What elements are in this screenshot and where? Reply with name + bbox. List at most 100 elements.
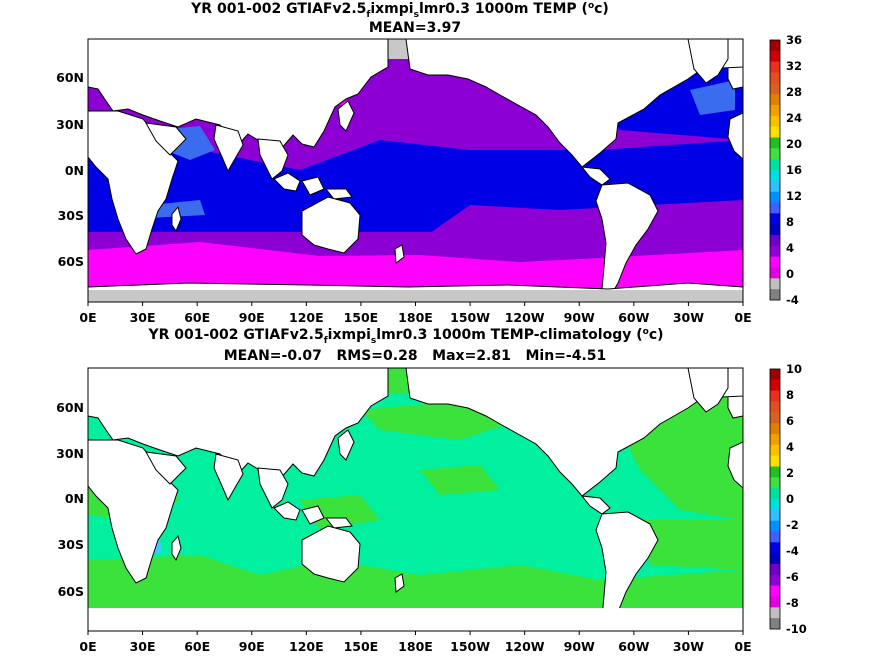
top-colorbar-swatch <box>770 137 780 149</box>
top-lat-label: 0N <box>65 163 84 178</box>
bottom-lon-label: 150W <box>450 639 490 654</box>
bottom-colorbar-swatch <box>770 423 780 435</box>
bottom-colorbar-swatch <box>770 369 780 381</box>
bottom-stats: MEAN=-0.07 RMS=0.28 Max=2.81 Min=-4.51 <box>224 348 607 364</box>
bottom-lat-label: 60N <box>56 400 84 415</box>
bottom-colorbar-swatch <box>770 379 780 391</box>
top-colorbar: 36 32 28 24 20 16 12 8 4 0 -4 <box>769 33 802 307</box>
bottom-colorbar-label: 8 <box>786 388 794 402</box>
bottom-colorbar-swatch <box>770 434 780 446</box>
bottom-lon-label: 30W <box>673 639 704 654</box>
top-lat-axis: 60N 30N 0N 30S 60S <box>56 70 84 269</box>
bottom-map <box>88 368 743 631</box>
top-southern-magenta <box>88 242 743 290</box>
top-lon-label: 150W <box>450 310 490 325</box>
top-lon-label: 150E <box>344 310 379 325</box>
bottom-lat-axis: 60N 30N 0N 30S 60S <box>56 400 84 599</box>
top-lat-label: 60S <box>58 254 84 269</box>
top-colorbar-label: 20 <box>786 137 802 151</box>
bottom-colorbar-label: -8 <box>786 596 799 610</box>
bottom-colorbar-label: -6 <box>786 570 799 584</box>
bottom-lon-label: 0E <box>734 639 751 654</box>
bottom-colorbar-label: -10 <box>786 622 807 636</box>
bottom-colorbar-swatch <box>770 466 780 478</box>
bottom-lon-label: 30E <box>130 639 156 654</box>
bottom-colorbar-label: -4 <box>786 544 799 558</box>
top-colorbar-swatch <box>770 72 780 84</box>
bottom-colorbar-swatch <box>770 564 780 576</box>
bottom-lon-axis: 0E 30E 60E 90E 120E 150E 180E 150W 120W 90W 60W 30W… <box>79 631 752 654</box>
bottom-colorbar-label: 10 <box>786 362 802 376</box>
bottom-colorbar-swatch <box>770 531 780 543</box>
bottom-lon-label: 60W <box>618 639 649 654</box>
top-lat-label: 30N <box>56 117 84 132</box>
top-map <box>88 39 743 302</box>
top-colorbar-label: 28 <box>786 85 802 99</box>
bottom-colorbar-swatch <box>770 618 780 630</box>
bottom-lat-label: 60S <box>58 584 84 599</box>
top-lon-label: 90W <box>564 310 595 325</box>
bottom-lon-label: 90E <box>239 639 265 654</box>
top-colorbar-swatch <box>770 50 780 62</box>
bottom-colorbar-swatch <box>770 607 780 619</box>
bottom-colorbar-swatch <box>770 509 780 521</box>
top-colorbar-swatch <box>770 191 780 203</box>
top-colorbar-swatch <box>770 159 780 171</box>
bottom-lon-label: 90W <box>564 639 595 654</box>
bottom-colorbar-frame <box>769 368 781 630</box>
bottom-colorbar-label: 6 <box>786 414 794 428</box>
bottom-colorbar-label: 0 <box>786 492 794 506</box>
top-lon-label: 60E <box>184 310 210 325</box>
bottom-title: YR 001-002 GTIAFv2.5fixmpislmr0.3 1000m … <box>147 327 663 346</box>
top-lon-label: 0E <box>734 310 751 325</box>
bottom-lat-label: 30N <box>56 446 84 461</box>
top-lon-label: 120E <box>289 310 324 325</box>
bottom-lon-label: 120W <box>505 639 545 654</box>
top-colorbar-label: 12 <box>786 189 802 203</box>
top-colorbar-label: -4 <box>786 293 799 307</box>
bottom-colorbar-swatch <box>770 390 780 402</box>
bottom-colorbar-swatch <box>770 401 780 413</box>
top-colorbar-label: 8 <box>786 215 794 229</box>
top-colorbar-swatch <box>770 170 780 182</box>
top-colorbar-swatch <box>770 94 780 106</box>
top-colorbar-swatch <box>770 267 780 279</box>
bottom-colorbar-swatch <box>770 477 780 489</box>
bottom-lon-label: 0E <box>79 639 96 654</box>
top-colorbar-label: 16 <box>786 163 802 177</box>
bottom-colorbar-swatch <box>770 574 780 586</box>
top-lat-label: 60N <box>56 70 84 85</box>
bottom-lon-label: 150E <box>344 639 379 654</box>
top-stats: MEAN=3.97 <box>369 20 461 36</box>
top-colorbar-swatch <box>770 235 780 247</box>
bottom-colorbar-swatch <box>770 455 780 467</box>
bottom-colorbar-swatch <box>770 585 780 597</box>
bottom-colorbar-swatch <box>770 488 780 500</box>
top-colorbar-label: 4 <box>786 241 794 255</box>
top-colorbar-swatch <box>770 245 780 257</box>
bottom-colorbar-swatch <box>770 499 780 511</box>
bottom-lon-label: 120E <box>289 639 324 654</box>
bottom-colorbar-swatch <box>770 596 780 608</box>
bottom-lat-label: 30S <box>58 537 84 552</box>
top-lon-label: 60W <box>618 310 649 325</box>
top-lon-axis: 0E 30E 60E 90E 120E 150E 180E 150W 120W 90W 60W 30W… <box>79 302 752 325</box>
top-colorbar-swatch <box>770 148 780 160</box>
bottom-lon-label: 180E <box>398 639 433 654</box>
top-colorbar-swatch <box>770 40 780 52</box>
top-lon-label: 90E <box>239 310 265 325</box>
bottom-colorbar: 10 8 6 4 2 0 -2 -4 -6 -8 -10 <box>769 362 807 636</box>
top-warm-band <box>88 140 743 250</box>
bottom-colorbar-swatch <box>770 412 780 424</box>
top-colorbar-frame <box>769 39 781 301</box>
top-colorbar-label: 36 <box>786 33 802 47</box>
top-colorbar-swatch <box>770 180 780 192</box>
top-colorbar-swatch <box>770 224 780 236</box>
bottom-colorbar-label: -2 <box>786 518 799 532</box>
top-colorbar-swatch <box>770 115 780 127</box>
bottom-colorbar-swatch <box>770 553 780 565</box>
bottom-colorbar-swatch <box>770 444 780 456</box>
top-title: YR 001-002 GTIAFv2.5fixmpislmr0.3 1000m … <box>190 1 609 20</box>
top-lon-label: 30E <box>130 310 156 325</box>
